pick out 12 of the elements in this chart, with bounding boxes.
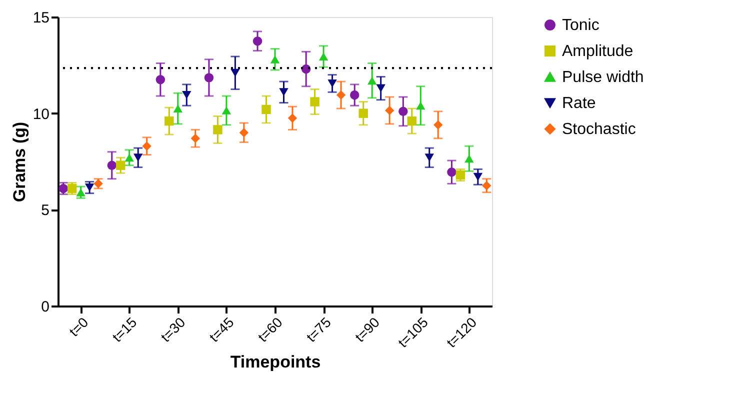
y-tick-label: 0 — [41, 298, 50, 316]
y-axis-title: Grams (g) — [10, 122, 29, 202]
legend-label: Stochastic — [562, 121, 636, 138]
legend-label: Rate — [562, 95, 596, 112]
legend-label: Tonic — [562, 17, 600, 34]
y-tick-label: 15 — [32, 10, 50, 26]
y-tick-label: 10 — [32, 106, 50, 123]
y-tick-label: 5 — [41, 202, 50, 220]
legend-label: Amplitude — [562, 43, 634, 60]
x-axis-title: Timepoints — [230, 352, 321, 372]
legend-label: Pulse width — [562, 69, 644, 86]
x-tick-label: t=0 — [66, 314, 92, 340]
